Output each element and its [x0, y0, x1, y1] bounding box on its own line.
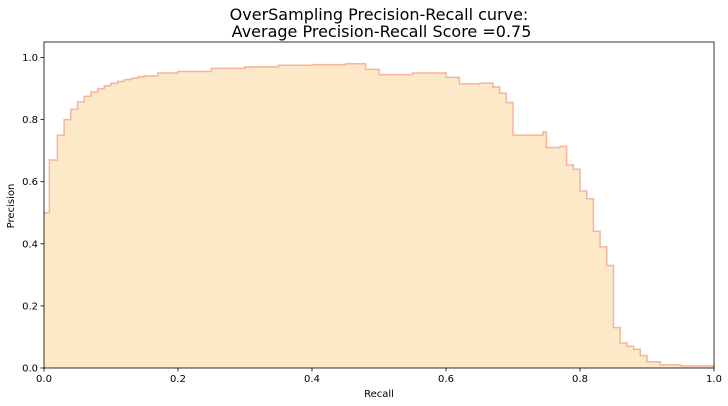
y-tick-label: 0.2 — [22, 301, 38, 312]
x-tick-label: 1.0 — [706, 374, 722, 385]
x-axis-label: Recall — [364, 389, 394, 400]
y-axis-label: Precision — [6, 184, 17, 229]
x-tick-label: 0.8 — [572, 374, 588, 385]
y-tick-label: 0.8 — [22, 115, 38, 126]
x-tick-label: 0.6 — [438, 374, 454, 385]
y-tick-label: 0.4 — [22, 239, 38, 250]
chart-title-line2: Average Precision-Recall Score =0.75 — [227, 22, 532, 41]
x-tick-label: 0.4 — [304, 374, 320, 385]
x-tick-label: 0.2 — [170, 374, 186, 385]
x-tick-label: 0.0 — [36, 374, 52, 385]
y-tick-label: 0.6 — [22, 177, 38, 188]
y-tick-label: 1.0 — [22, 53, 38, 64]
y-tick-label: 0.0 — [22, 364, 38, 375]
